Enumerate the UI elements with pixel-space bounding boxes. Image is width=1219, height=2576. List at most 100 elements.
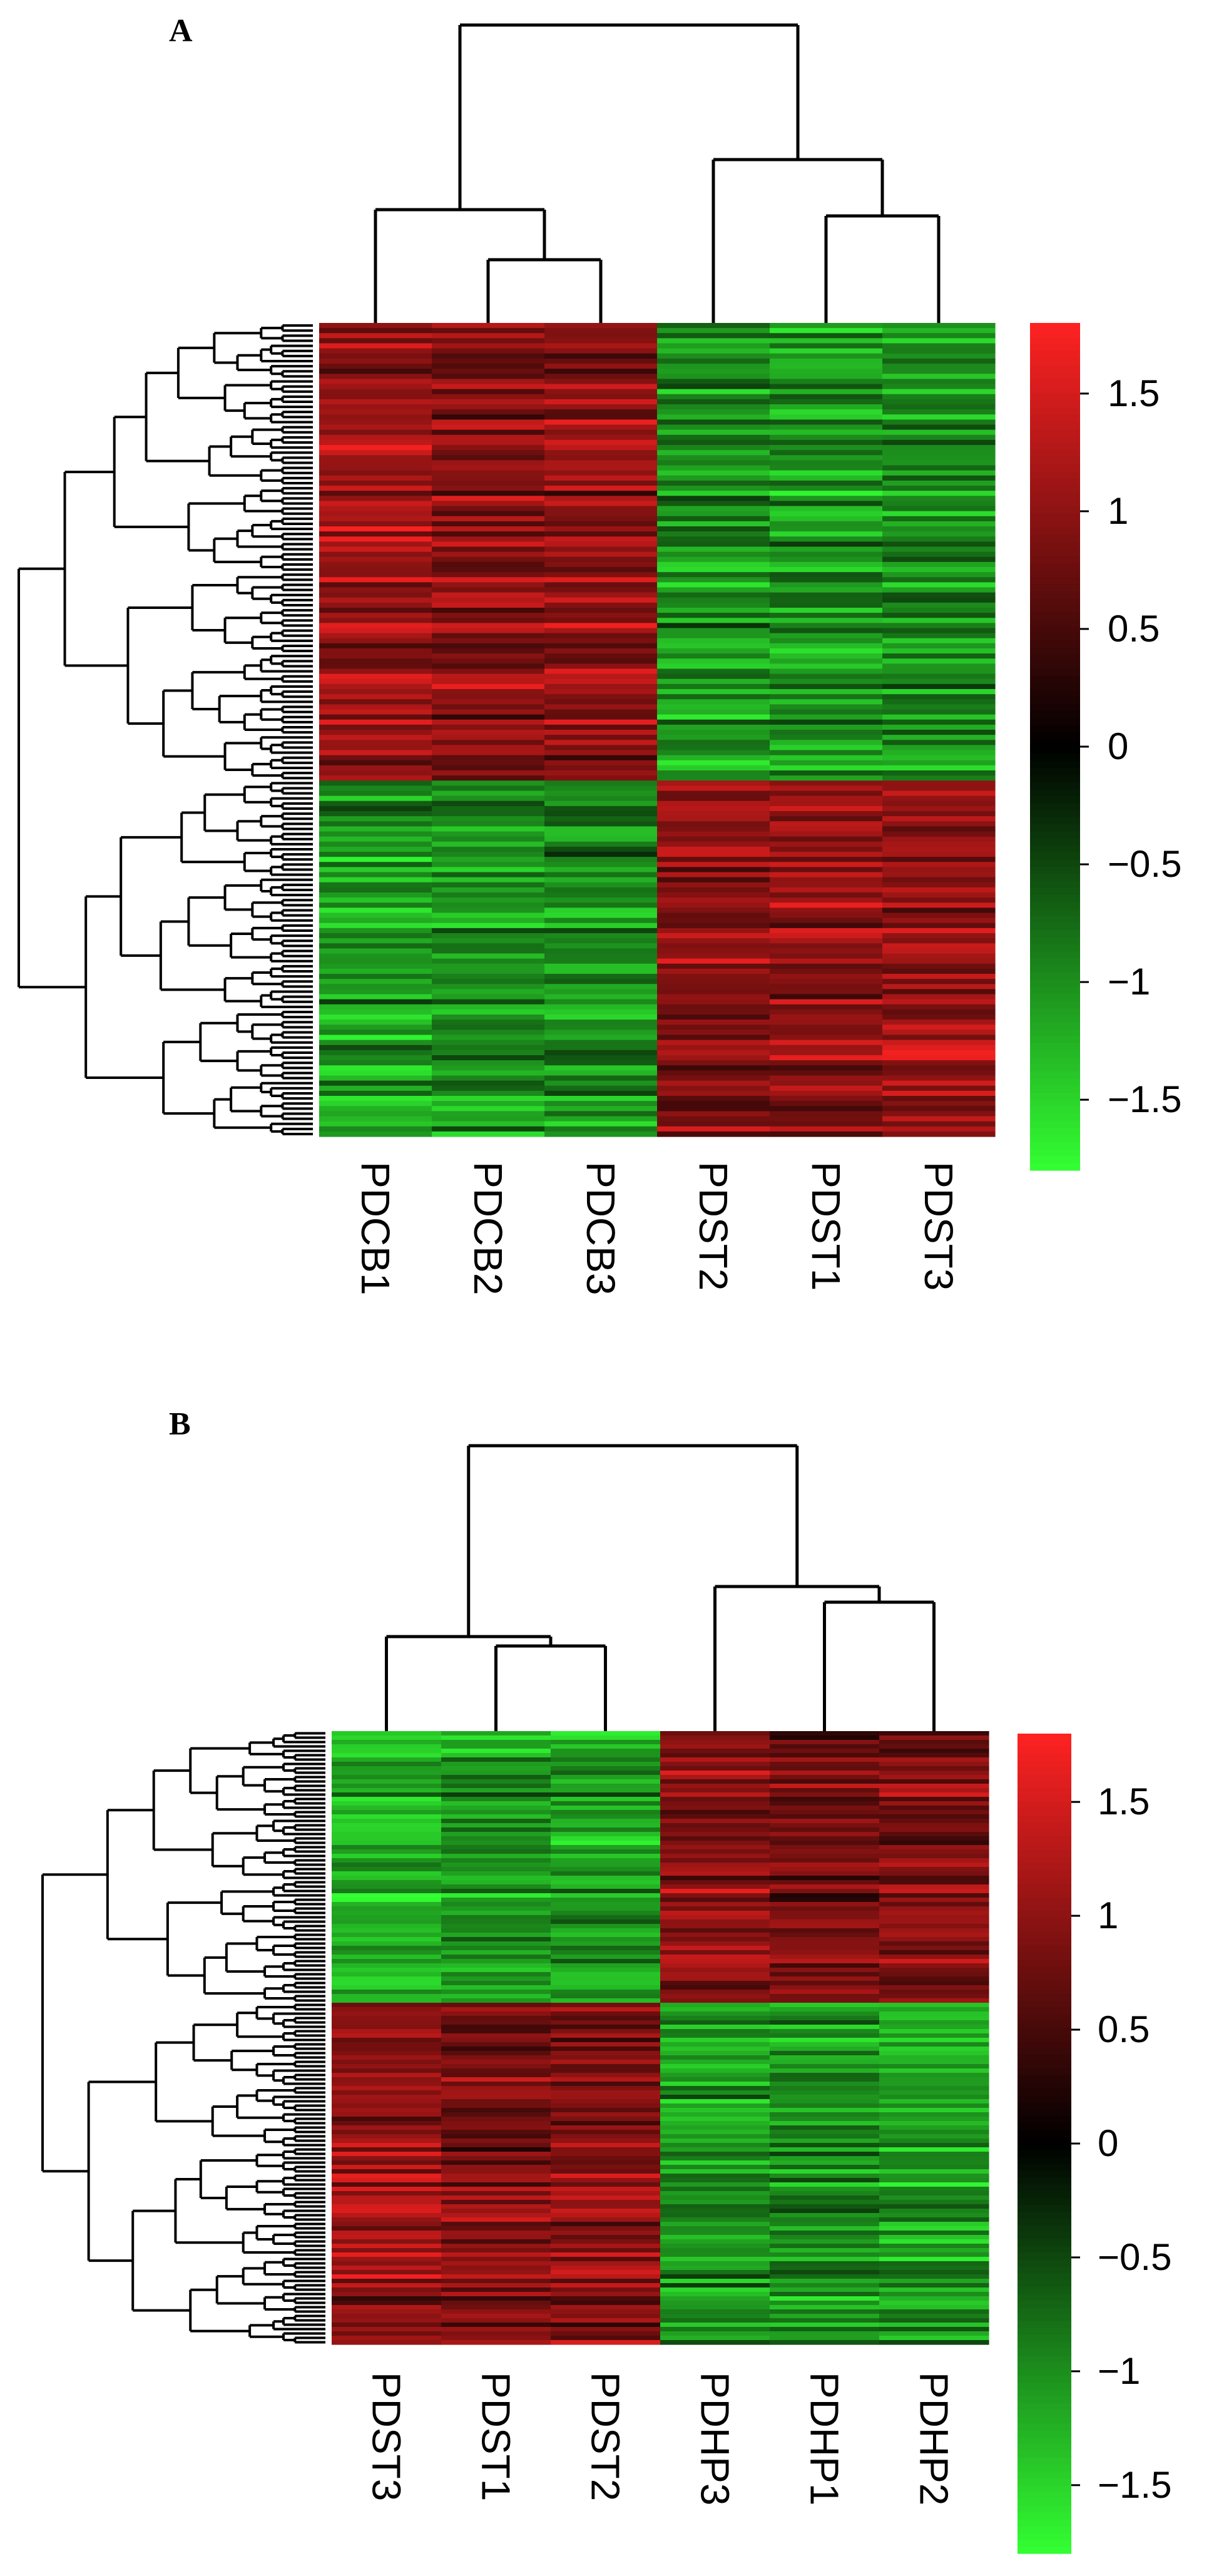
column-label: PDST2 — [583, 2372, 628, 2501]
heatmap-cell — [319, 907, 432, 914]
heatmap-cell — [441, 2231, 551, 2236]
colorbar-segment — [1030, 436, 1080, 444]
heatmap-cell — [544, 882, 658, 888]
heatmap-cell — [332, 1779, 442, 1784]
heatmap-cell — [544, 399, 658, 405]
heatmap-cell — [882, 846, 996, 852]
heatmap-cell — [432, 963, 545, 969]
heatmap-cell — [319, 567, 432, 573]
heatmap-cell — [657, 623, 770, 629]
heatmap-cell — [551, 2082, 661, 2087]
heatmap-cell — [432, 877, 545, 883]
heatmap-cell — [770, 852, 883, 857]
heatmap-cell — [882, 968, 996, 974]
heatmap-cell — [319, 526, 432, 532]
heatmap-cell — [551, 1880, 661, 1885]
heatmap-cell — [432, 719, 545, 725]
heatmap-cell — [432, 1075, 545, 1081]
heatmap-cell — [319, 862, 432, 867]
heatmap-cell — [660, 1994, 770, 1999]
heatmap-cell — [657, 709, 770, 715]
heatmap-cell — [660, 1740, 770, 1745]
heatmap-cell — [660, 2257, 770, 2262]
heatmap-cell — [660, 2301, 770, 2306]
heatmap-cell — [319, 765, 432, 771]
colorbar-segment — [1018, 1781, 1071, 1789]
heatmap-cell — [551, 1735, 661, 1740]
heatmap-cell — [657, 541, 770, 548]
colorbar-segment — [1018, 1843, 1071, 1851]
heatmap-cell — [332, 2047, 442, 2052]
heatmap-cell — [657, 760, 770, 766]
heatmap-cell — [432, 328, 545, 334]
heatmap-cell — [660, 2112, 770, 2117]
heatmap-cell — [770, 623, 883, 629]
heatmap-cell — [770, 460, 883, 466]
heatmap-cell — [879, 2020, 989, 2025]
heatmap-cell — [432, 486, 545, 491]
heatmap-cell — [770, 1788, 880, 1793]
heatmap-cell — [441, 2060, 551, 2065]
heatmap-cell — [657, 429, 770, 436]
heatmap-cell — [770, 2099, 880, 2104]
heatmap-cell — [660, 1792, 770, 1797]
heatmap-cell — [432, 826, 545, 832]
heatmap-cell — [544, 719, 658, 725]
heatmap-cell — [660, 2139, 770, 2144]
heatmap-cell — [332, 2235, 442, 2240]
heatmap-cell — [882, 643, 996, 649]
colorbar-segment — [1030, 549, 1080, 556]
heatmap-cell — [770, 1030, 883, 1036]
heatmap-cell — [882, 902, 996, 908]
heatmap-cell — [770, 2235, 880, 2240]
heatmap-cell — [882, 984, 996, 989]
heatmap-cell — [879, 2029, 989, 2034]
heatmap-cell — [332, 1775, 442, 1780]
heatmap-cell — [441, 2077, 551, 2082]
heatmap-cell — [432, 953, 545, 959]
heatmap-cell — [770, 745, 883, 751]
colorbar-segment — [1030, 754, 1080, 762]
heatmap-cell — [660, 2033, 770, 2038]
heatmap-cell — [432, 358, 545, 364]
heatmap-cell — [544, 1126, 658, 1132]
heatmap-cell — [319, 1004, 432, 1010]
heatmap-cell — [879, 2231, 989, 2236]
heatmap-cell — [441, 2086, 551, 2091]
colorbar-segment — [1030, 492, 1080, 500]
colorbar-segment — [1030, 662, 1080, 670]
heatmap-cell — [432, 556, 545, 563]
heatmap-cell — [879, 2195, 989, 2200]
heatmap-cell — [660, 1968, 770, 1973]
heatmap-cell — [432, 668, 545, 675]
heatmap-cell — [432, 541, 545, 548]
heatmap-cell — [544, 343, 658, 349]
heatmap-cell — [770, 2073, 880, 2078]
heatmap-cell — [441, 2244, 551, 2249]
heatmap-cell — [441, 2279, 551, 2284]
colorbar-segment — [1018, 2369, 1071, 2376]
heatmap-cell — [544, 862, 658, 867]
heatmap-cell — [660, 2143, 770, 2148]
heatmap-cell — [660, 2025, 770, 2030]
colorbar-segment — [1018, 2219, 1071, 2226]
heatmap-cell — [770, 2301, 880, 2306]
colorbar-segment — [1030, 760, 1080, 769]
heatmap-cell — [879, 1863, 989, 1868]
heatmap-cell — [319, 1070, 432, 1076]
heatmap-cell — [770, 2016, 880, 2021]
heatmap-cell — [432, 480, 545, 486]
heatmap-cell — [660, 1876, 770, 1881]
heatmap-cell — [332, 1963, 442, 1968]
heatmap-cell — [770, 2147, 880, 2152]
heatmap-cell — [657, 323, 770, 329]
heatmap-cell — [770, 2095, 880, 2100]
heatmap-cell — [332, 2266, 442, 2271]
heatmap-cell — [441, 1898, 551, 1903]
heatmap-cell — [551, 2047, 661, 2052]
heatmap-cell — [770, 496, 883, 501]
heatmap-cell — [879, 1801, 989, 1806]
heatmap-cell — [657, 877, 770, 883]
heatmap-cell — [879, 2165, 989, 2170]
heatmap-cell — [332, 1880, 442, 1885]
